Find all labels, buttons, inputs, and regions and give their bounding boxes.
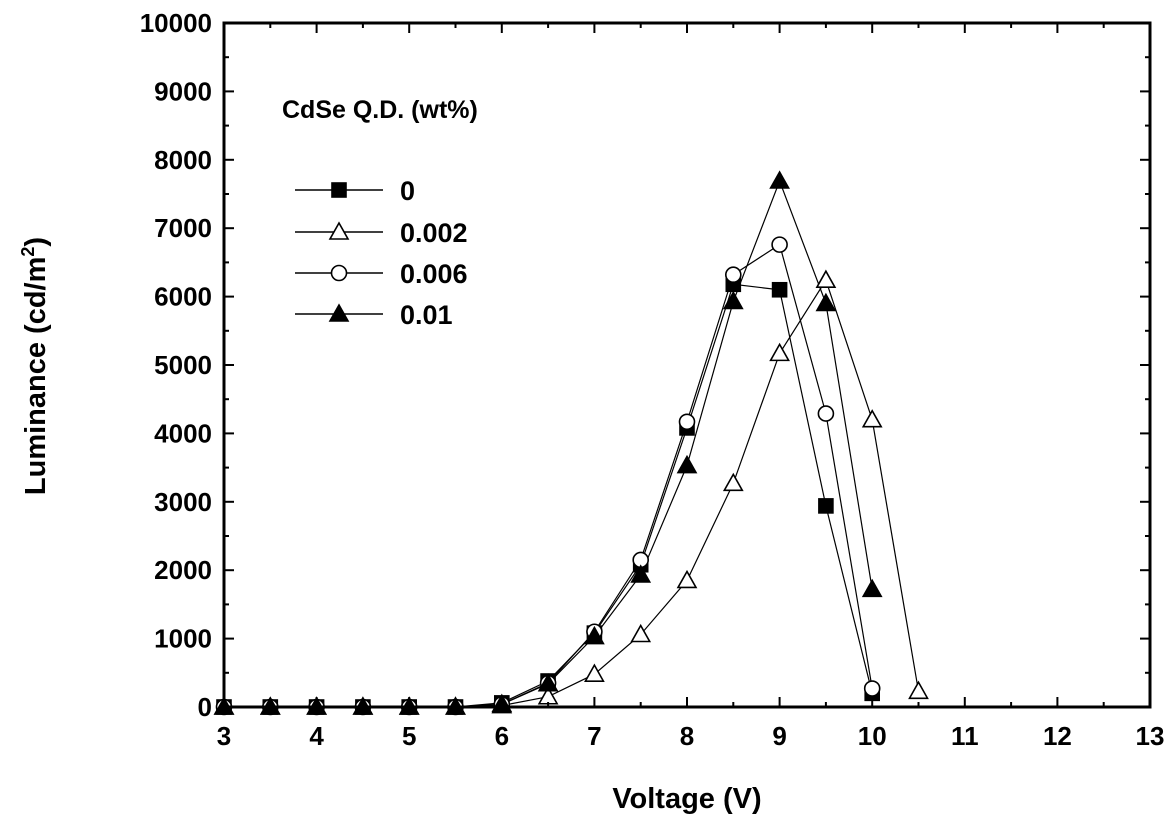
data-point <box>861 409 883 428</box>
series-0 <box>224 283 873 708</box>
data-point <box>863 680 881 697</box>
legend-marker <box>331 182 347 198</box>
y-tick-label: 9000 <box>154 76 212 106</box>
data-point <box>722 472 744 492</box>
legend-marker <box>330 264 348 282</box>
data-point <box>724 266 742 284</box>
series-0.002 <box>224 278 920 708</box>
y-tick-label: 3000 <box>154 487 212 517</box>
plot-frame <box>222 21 1152 709</box>
y-axis-title-superscript: 2 <box>18 247 38 257</box>
x-tick-label: 13 <box>1136 721 1165 751</box>
legend-entry-0: 0 <box>295 176 415 206</box>
legend: CdSe Q.D. (wt%) 0 0.002 0.006 0.01 <box>282 96 478 330</box>
legend-marker <box>328 221 350 240</box>
axis-ticks <box>223 22 1151 708</box>
series-line-0.01 <box>224 179 873 708</box>
x-tick-label: 12 <box>1043 721 1072 751</box>
x-tick-label: 3 <box>217 721 231 751</box>
data-point <box>908 680 929 700</box>
data-point <box>769 342 790 362</box>
y-tick-label: 6000 <box>154 282 212 312</box>
data-point <box>676 569 698 589</box>
data-point <box>630 623 652 643</box>
data-point <box>584 625 605 645</box>
data-point <box>722 290 744 310</box>
legend-label: 0.006 <box>400 259 468 289</box>
data-point <box>771 281 788 298</box>
data-point <box>769 170 790 189</box>
data-point <box>817 405 835 422</box>
legend-title: CdSe Q.D. (wt%) <box>282 96 478 124</box>
series-points-0.006 <box>215 236 881 716</box>
legend-label: 0 <box>400 176 415 206</box>
x-tick-label: 8 <box>680 721 694 751</box>
x-tick-label: 11 <box>951 721 979 751</box>
data-point <box>861 578 883 598</box>
series-points-0 <box>216 276 881 715</box>
legend-label: 0.01 <box>400 300 453 330</box>
series-points-0.01 <box>213 170 883 715</box>
y-axis-title: Luminance (cd/m2) <box>18 237 52 495</box>
x-tick-label: 4 <box>309 721 324 751</box>
y-axis-title-main: Luminance (cd/m <box>20 257 52 496</box>
y-tick-label: 7000 <box>154 213 212 243</box>
data-point <box>630 564 652 583</box>
legend-entry-0.01: 0.01 <box>295 300 453 330</box>
data-point <box>771 236 788 253</box>
y-tick-label: 2000 <box>154 555 212 585</box>
series-layer <box>213 170 929 716</box>
x-tick-label: 5 <box>402 721 416 751</box>
series-line-0.002 <box>224 278 920 708</box>
x-axis-title: Voltage (V) <box>612 783 761 815</box>
data-point <box>584 663 605 682</box>
series-points-0.002 <box>213 269 929 715</box>
y-axis-title-close: ) <box>20 237 52 247</box>
x-tick-label: 10 <box>858 721 887 751</box>
y-tick-label: 8000 <box>154 145 212 175</box>
legend-label: 0.002 <box>400 218 468 248</box>
legend-marker <box>328 303 350 322</box>
data-point <box>676 454 698 474</box>
axis-tick-labels: 3 4 5 6 7 8 9 10 11 12 13 0 1000 2000 3000 4000 5000 6000… <box>140 8 1165 751</box>
x-tick-label: 9 <box>772 721 786 751</box>
y-tick-label: 0 <box>198 692 212 722</box>
data-point <box>818 498 834 514</box>
y-tick-label: 1000 <box>154 624 212 654</box>
data-point <box>815 292 837 312</box>
data-point <box>678 413 696 431</box>
y-tick-label: 10000 <box>140 8 212 38</box>
y-tick-label: 4000 <box>154 418 212 448</box>
y-tick-label: 5000 <box>154 350 212 380</box>
series-0.01 <box>224 179 873 708</box>
legend-entries: 0 0.002 0.006 0.01 <box>295 176 468 330</box>
series-line-0 <box>224 283 873 708</box>
legend-entry-0.006: 0.006 <box>295 259 468 289</box>
x-tick-label: 6 <box>495 721 509 751</box>
legend-entry-0.002: 0.002 <box>295 218 468 248</box>
x-tick-label: 7 <box>587 721 601 751</box>
data-point <box>537 673 559 692</box>
data-point <box>815 269 837 288</box>
